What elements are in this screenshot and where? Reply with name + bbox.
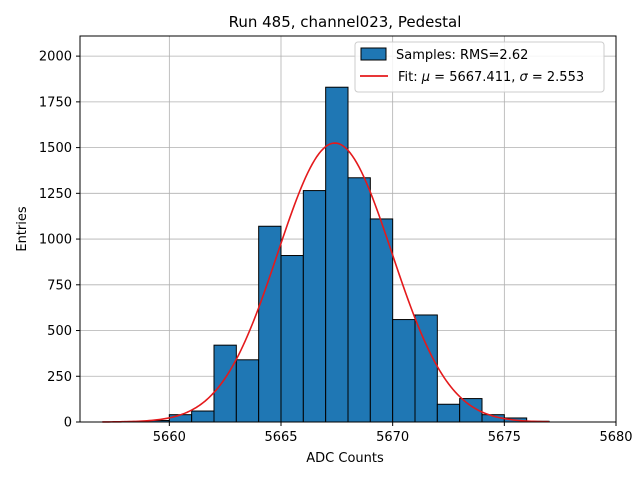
histogram-bar — [347, 177, 371, 423]
legend: Samples: RMS=2.62 Fit: μ = 5667.411, σ =… — [354, 41, 605, 93]
histogram-bar — [191, 410, 215, 423]
histogram-bar — [369, 218, 394, 423]
histogram-bar — [235, 359, 260, 423]
x-tick-label: 5675 — [488, 430, 521, 445]
x-tick-label: 5660 — [153, 430, 186, 445]
histogram-bar — [280, 255, 304, 423]
histogram-bar — [168, 414, 193, 423]
histogram-bars — [124, 86, 550, 423]
legend-histogram-label: Samples: RMS=2.62 — [396, 48, 528, 63]
y-tick-label: 250 — [47, 370, 72, 385]
fit-curve — [102, 142, 550, 423]
legend-fit-prefix: Fit: — [398, 70, 422, 85]
histogram-bar — [302, 190, 327, 423]
histogram-bar — [213, 344, 237, 423]
x-axis-ticks: 5660 5665 5670 5675 5680 — [153, 422, 633, 445]
y-tick-label: 1500 — [39, 141, 72, 156]
plot-frame — [79, 35, 617, 423]
histogram-bar — [392, 319, 416, 423]
x-tick-label: 5665 — [264, 430, 297, 445]
y-tick-label: 2000 — [39, 50, 72, 65]
y-tick-label: 1000 — [39, 233, 72, 248]
y-tick-label: 1250 — [39, 187, 72, 202]
y-axis-label: Entries — [15, 206, 30, 252]
x-tick-label: 5670 — [376, 430, 409, 445]
x-axis-label: ADC Counts — [306, 451, 384, 466]
y-tick-label: 0 — [64, 416, 72, 431]
y-tick-label: 500 — [47, 324, 72, 339]
histogram-bar — [325, 86, 349, 423]
y-tick-label: 1750 — [39, 95, 72, 110]
legend-fit-sigma-value: = 2.553 — [528, 70, 584, 85]
legend-histogram-swatch — [360, 47, 387, 61]
legend-fit-mu-symbol: μ — [421, 70, 430, 85]
legend-fit-label: Fit: μ = 5667.411, σ = 2.553 — [398, 70, 584, 85]
legend-fit-sigma-symbol: σ — [520, 70, 529, 85]
x-tick-label: 5680 — [599, 430, 632, 445]
histogram-bar — [414, 314, 438, 423]
legend-box — [354, 41, 605, 93]
chart-title: Run 485, channel023, Pedestal — [229, 13, 462, 31]
y-tick-label: 750 — [47, 278, 72, 293]
y-axis-ticks: 0 250 500 750 1000 1250 1500 1750 2000 — [39, 50, 80, 431]
legend-fit-mu-value: = 5667.411, — [430, 70, 519, 85]
histogram-bar — [436, 403, 461, 423]
